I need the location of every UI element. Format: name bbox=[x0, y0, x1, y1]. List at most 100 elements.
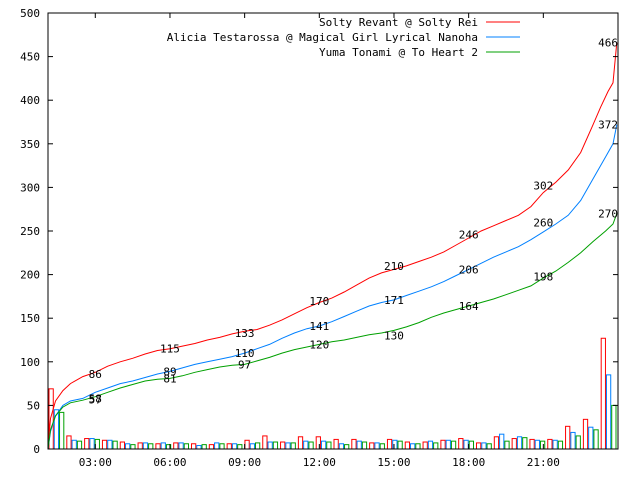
bar-series1 bbox=[66, 435, 72, 450]
data-label-series3: 130 bbox=[384, 330, 404, 343]
bar-series1 bbox=[582, 418, 589, 450]
data-label-series1: 170 bbox=[309, 295, 329, 308]
x-tick-label: 06:00 bbox=[153, 456, 186, 469]
bar-series2 bbox=[552, 439, 558, 450]
bar-series3 bbox=[112, 440, 118, 450]
y-tick-label: 150 bbox=[20, 312, 40, 325]
bar-series3 bbox=[575, 435, 581, 450]
data-label-series2: 372 bbox=[598, 119, 618, 132]
data-label-series3: 81 bbox=[163, 372, 176, 385]
x-tick-label: 21:00 bbox=[527, 456, 560, 469]
bar-series1 bbox=[101, 439, 108, 450]
data-label-series3: 270 bbox=[598, 208, 618, 221]
bar-series3 bbox=[611, 404, 617, 450]
bar-series2 bbox=[320, 440, 327, 450]
legend: Solty Revant @ Solty Rei Alicia Testaross… bbox=[167, 16, 520, 59]
bar-series2 bbox=[303, 440, 309, 450]
bar-series3 bbox=[94, 438, 100, 450]
bar-series2 bbox=[463, 439, 469, 450]
bar-series1 bbox=[476, 442, 482, 450]
bar-series1 bbox=[351, 438, 357, 450]
bar-series3 bbox=[361, 441, 368, 450]
bar-series3 bbox=[237, 444, 243, 450]
bar-series3 bbox=[308, 441, 314, 450]
data-label-series1: 86 bbox=[89, 368, 102, 381]
bar-series3 bbox=[468, 440, 475, 450]
bar-series3 bbox=[290, 442, 296, 450]
bar-series1 bbox=[137, 442, 143, 450]
bar-series3 bbox=[433, 442, 439, 450]
bar-series2 bbox=[125, 443, 131, 450]
bar-series1 bbox=[244, 439, 250, 450]
bar-series1 bbox=[262, 435, 268, 450]
x-tick-label: 15:00 bbox=[377, 456, 410, 469]
axes-layer: 0 50 100 150 200 250 300 350 400 450 500 03:00 06:00… bbox=[20, 7, 619, 469]
bar-series3 bbox=[379, 443, 385, 450]
bar-series2 bbox=[178, 442, 184, 450]
bar-series2 bbox=[142, 442, 149, 450]
bar-series2 bbox=[160, 442, 166, 450]
bar-series2 bbox=[427, 440, 434, 450]
bar-series3 bbox=[201, 444, 207, 450]
bar-series3 bbox=[272, 441, 279, 450]
bar-series1 bbox=[404, 441, 411, 450]
series-line-1 bbox=[47, 42, 618, 450]
bar-series1 bbox=[297, 436, 304, 450]
bar-series2 bbox=[107, 439, 113, 450]
data-label-series1: 302 bbox=[533, 180, 553, 193]
data-label-series1: 133 bbox=[235, 327, 255, 340]
bar-series3 bbox=[344, 444, 350, 450]
data-label-series3: 97 bbox=[238, 358, 251, 371]
y-tick-label: 100 bbox=[20, 356, 40, 369]
data-label-series3: 120 bbox=[309, 338, 329, 351]
bar-series1 bbox=[547, 438, 553, 450]
data-label-series2: 110 bbox=[235, 347, 255, 360]
bar-series1 bbox=[191, 443, 197, 450]
bar-series1 bbox=[369, 442, 375, 450]
bar-series2 bbox=[89, 438, 95, 450]
bar-series2 bbox=[410, 443, 416, 450]
series-line-3 bbox=[47, 213, 618, 450]
x-tick-label: 12:00 bbox=[303, 456, 336, 469]
bar-series1 bbox=[84, 438, 90, 450]
bar-series2 bbox=[516, 436, 523, 450]
bar-series2 bbox=[231, 443, 238, 450]
bar-series3 bbox=[183, 443, 189, 450]
bar-series3 bbox=[593, 429, 599, 450]
plot-frame bbox=[47, 12, 619, 450]
bar-series2 bbox=[53, 409, 60, 450]
bar-series3 bbox=[486, 443, 492, 450]
bar-series2 bbox=[374, 442, 380, 450]
data-label-series3: 57 bbox=[89, 393, 102, 406]
data-labels-layer: 86 115 133 170 210 246 302 466 58 89 110 141 171 206 2… bbox=[89, 37, 618, 407]
bar-series3 bbox=[415, 443, 421, 450]
bar-series1 bbox=[280, 441, 286, 450]
bar-series2 bbox=[267, 441, 273, 450]
x-tick-label: 03:00 bbox=[79, 456, 112, 469]
bar-series3 bbox=[59, 411, 65, 450]
bar-series1 bbox=[119, 441, 126, 450]
bar-series2 bbox=[499, 433, 505, 450]
y-tick-label: 0 bbox=[33, 443, 40, 456]
bar-series3 bbox=[539, 440, 546, 450]
x-tick-label: 18:00 bbox=[452, 456, 485, 469]
bar-series2 bbox=[338, 443, 345, 450]
data-label-series1: 466 bbox=[598, 37, 618, 50]
bar-series1 bbox=[422, 441, 428, 450]
data-label-series1: 246 bbox=[459, 228, 479, 241]
x-tick-label: 09:00 bbox=[228, 456, 261, 469]
bar-series1 bbox=[155, 443, 161, 450]
bar-series2 bbox=[196, 445, 202, 450]
y-tick-label: 400 bbox=[20, 94, 40, 107]
y-tick-label: 350 bbox=[20, 138, 40, 151]
data-label-series2: 260 bbox=[533, 216, 553, 229]
bar-series3 bbox=[148, 443, 154, 450]
bar-series3 bbox=[557, 440, 564, 450]
bar-series2 bbox=[605, 374, 612, 450]
bar-series1 bbox=[208, 444, 215, 450]
bar-series2 bbox=[249, 443, 255, 450]
bar-series1 bbox=[600, 337, 606, 450]
bar-series2 bbox=[534, 439, 540, 450]
